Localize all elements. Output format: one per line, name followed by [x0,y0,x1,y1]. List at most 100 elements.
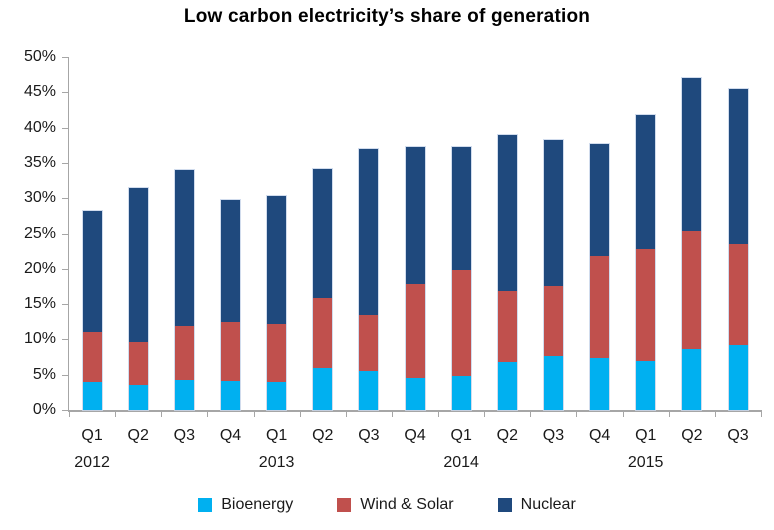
y-tick [62,339,68,341]
bar-segment-wind-solar [451,270,471,377]
x-tick [484,412,486,417]
y-axis-label: 45% [23,83,56,101]
bar-segment-wind-solar [405,283,425,378]
bar-segment-wind-solar [636,249,656,361]
x-axis-quarter-label: Q1 [81,427,103,444]
x-axis-quarter-label: Q2 [127,427,149,444]
bar-segment-wind-solar [543,286,563,356]
x-tick [761,412,762,417]
bar-segment-nuclear [267,196,287,324]
legend-item-bioenergy: Bioenergy [198,496,293,514]
x-tick [714,412,716,417]
bar-segment-wind-solar [359,315,379,372]
legend-swatch-icon [337,498,352,512]
x-tick [438,412,440,417]
x-axis-quarter-label: Q3 [542,427,565,444]
bar-segment-nuclear [82,210,102,333]
bar-segment-wind-solar [728,244,748,346]
x-axis-year-label: 2012 [74,454,110,471]
bar-segment-bioenergy [543,355,563,410]
bar-segment-bioenergy [682,348,702,410]
bar-slot-q1-12 [623,57,669,410]
stacked-bar [728,88,748,410]
legend-item-nuclear: Nuclear [497,496,576,514]
bar-segment-wind-solar [128,342,148,385]
y-axis-label: 35% [23,153,56,171]
stacked-bar [543,140,563,410]
x-axis-quarter-label: Q4 [219,427,242,444]
bar-segment-bioenergy [82,381,102,410]
x-axis-year-label: 2013 [258,454,295,471]
stacked-bar [590,143,610,410]
stacked-bar [497,135,517,410]
bar-slot-q2-5 [300,57,346,410]
plot-area [69,57,761,410]
stacked-bar [128,188,148,410]
x-axis-line [68,410,762,412]
bar-segment-bioenergy [128,384,148,410]
bar-slot-q4-3 [207,57,253,410]
bar-slot-q2-9 [484,57,530,410]
bar-segment-nuclear [220,199,240,322]
y-tick [62,57,68,58]
legend-swatch-icon [198,498,213,512]
bar-segment-bioenergy [220,381,240,410]
bar-segment-wind-solar [590,256,610,359]
x-axis-quarter-label: Q4 [404,427,426,444]
legend-swatch-icon [497,498,512,512]
x-axis-quarter-label: Q3 [727,427,749,444]
bar-segment-nuclear [590,143,610,257]
x-axis-quarter-labels: Q1 Q2 Q3 Q4 Q1 Q2 Q3 Q4 Q1 Q2 Q3 Q4 Q1 Q2 Q3 [69,427,761,445]
bar-segment-bioenergy [636,360,656,410]
bar-segment-nuclear [174,169,194,326]
x-axis-quarter-label: Q2 [312,427,334,444]
stacked-bar [174,169,194,410]
y-axis-label: 40% [23,118,56,136]
bar-segment-bioenergy [497,362,517,410]
stacked-bar [82,210,102,410]
bar-slot-q3-2 [161,57,207,410]
bar-segment-bioenergy [405,377,425,410]
x-tick [622,412,624,417]
bar-segment-nuclear [636,114,656,250]
bar-segment-nuclear [313,168,333,299]
bar-segment-nuclear [682,77,702,231]
y-tick [62,304,68,306]
x-tick [668,412,670,417]
bar-segment-bioenergy [451,376,471,410]
bar-slot-q4-11 [577,57,623,410]
legend-item-wind-solar: Wind & Solar [337,496,454,514]
y-axis-label: 30% [23,189,56,207]
x-axis-quarter-label: Q3 [358,427,380,444]
bar-slot-q2-13 [669,57,715,410]
x-axis-year-label: 2014 [443,454,479,471]
x-axis-year-label: 2015 [627,454,664,471]
bar-slot-q1-0 [69,57,115,410]
x-tick [299,412,301,417]
x-axis-quarter-label: Q1 [450,427,472,444]
bar-slot-q2-1 [115,57,161,410]
bar-segment-bioenergy [313,368,333,410]
y-tick [62,127,68,129]
y-tick [62,92,68,94]
bar-segment-wind-solar [497,291,517,362]
x-tick [576,412,578,417]
y-axis-label: 50% [23,48,56,65]
stacked-bar [636,114,656,410]
x-axis-quarter-label: Q1 [635,427,657,444]
legend-label: Nuclear [520,496,576,513]
legend-label: Bioenergy [221,496,294,513]
x-tick [391,412,393,417]
y-axis-label: 0% [32,401,56,418]
x-axis-quarter-label: Q2 [496,427,518,444]
stacked-bar [405,146,425,410]
x-axis-quarter-label: Q4 [588,427,611,444]
bar-segment-wind-solar [220,321,240,382]
x-tick [530,412,532,417]
legend: Bioenergy Wind & Solar Nuclear [0,496,774,514]
bar-segment-nuclear [359,148,379,316]
y-axis-label: 25% [23,224,56,242]
bar-segment-wind-solar [82,332,102,382]
y-tick [62,268,68,270]
x-tick [253,412,255,417]
